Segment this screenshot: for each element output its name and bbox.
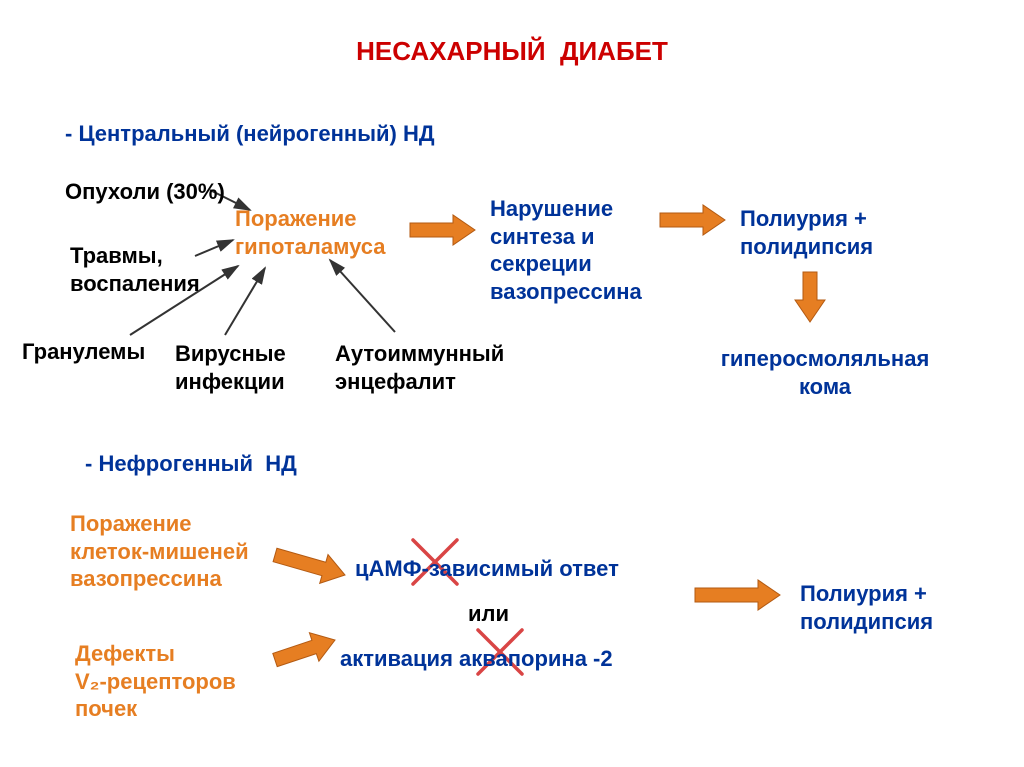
block-arrow-1 — [660, 205, 725, 235]
label-v2_defects: Дефекты V₂-рецепторов почек — [75, 640, 236, 723]
label-autoimmune: Аутоиммунный энцефалит — [335, 340, 504, 395]
label-secretion: Нарушение синтеза и секреции вазопрессин… — [490, 195, 642, 305]
block-arrow-3 — [273, 548, 345, 583]
label-target_cells: Поражение клеток-мишеней вазопрессина — [70, 510, 249, 593]
thin-arrow-4 — [330, 260, 395, 332]
label-tumors: Опухоли (30%) — [65, 178, 225, 206]
block-arrow-0 — [410, 215, 475, 245]
label-trauma: Травмы, воспаления — [70, 242, 200, 297]
label-title: НЕСАХАРНЫЙ ДИАБЕТ — [356, 35, 668, 68]
label-aquaporin: активация аквапорина -2 — [340, 645, 613, 673]
block-arrow-5 — [695, 580, 780, 610]
label-central: - Центральный (нейрогенный) НД — [65, 120, 435, 148]
label-viral: Вирусные инфекции — [175, 340, 286, 395]
thin-arrow-1 — [195, 240, 233, 256]
label-polyuria1: Полиурия + полидипсия — [740, 205, 873, 260]
label-polyuria2: Полиурия + полидипсия — [800, 580, 933, 635]
label-hypothalamus: Поражение гипоталамуса — [235, 205, 386, 260]
label-granulomas: Гранулемы — [22, 338, 145, 366]
label-coma: гиперосмоляльная кома — [721, 345, 930, 400]
thin-arrow-3 — [225, 268, 265, 335]
block-arrow-2 — [795, 272, 825, 322]
block-arrow-4 — [273, 633, 335, 667]
label-camp: цАМФ-зависимый ответ — [355, 555, 619, 583]
label-or: или — [468, 600, 509, 628]
label-nephrogenic: - Нефрогенный НД — [85, 450, 297, 478]
